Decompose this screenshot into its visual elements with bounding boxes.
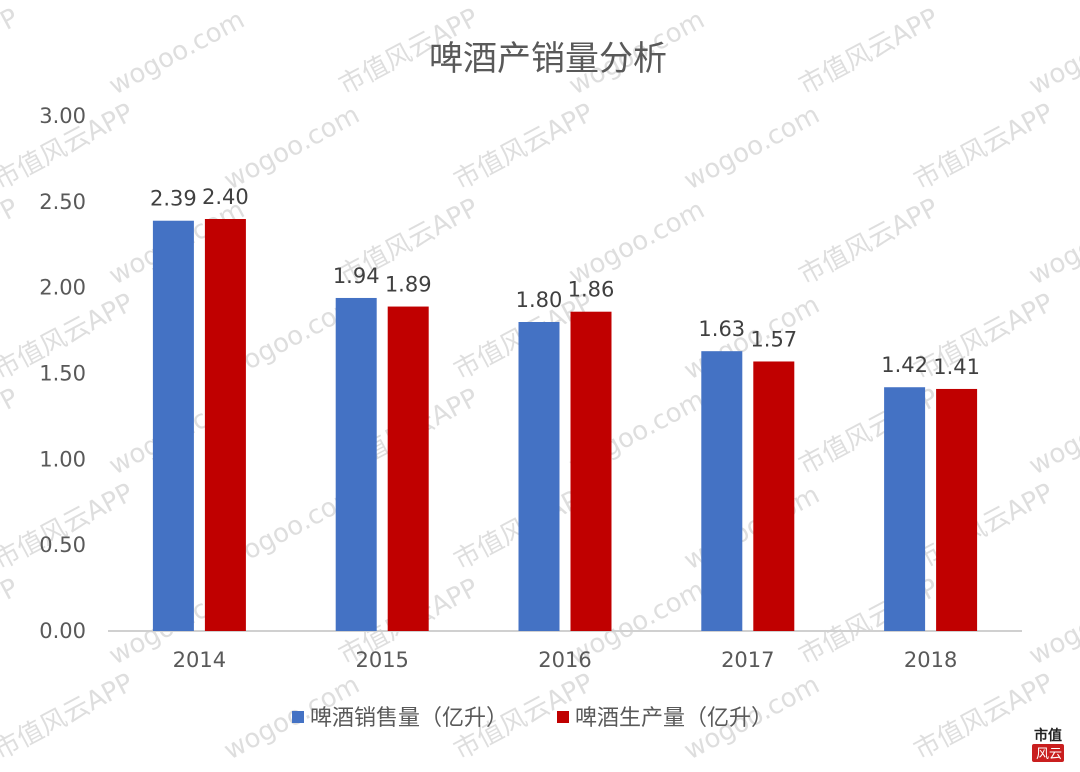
legend-label: 啤酒销售量（亿升）: [310, 706, 508, 731]
y-tick-label: 1.00: [39, 447, 86, 471]
watermark-text: wogoo.com: [679, 100, 824, 196]
watermark-text: 市值风云APP: [0, 668, 139, 766]
watermark-text: wogoo.com: [1024, 385, 1080, 481]
bar: [335, 297, 377, 631]
watermark-text: 市值风云APP: [449, 98, 598, 196]
x-axis: 2014 2015 2016 2017 2018: [108, 630, 1022, 672]
x-tick-label: 2016: [538, 648, 591, 672]
bar: [884, 387, 926, 631]
watermark-text: wogoo.com: [679, 480, 824, 576]
corner-logo-badge: [1032, 744, 1064, 762]
watermark-text: 市值风云APP: [794, 3, 943, 101]
data-label: 2.39: [150, 187, 197, 211]
y-tick-label: 1.50: [39, 362, 86, 386]
watermark-text: 市值风云APP: [909, 98, 1058, 196]
bar: [204, 219, 246, 631]
watermark-text: wogoo.com: [679, 0, 824, 6]
legend: 啤酒销售量（亿升） 啤酒生产量（亿升）: [292, 706, 773, 731]
y-tick-label: 3.00: [39, 104, 86, 128]
watermark-text: wogoo.com: [219, 100, 364, 196]
y-tick-label: 0.50: [39, 533, 86, 557]
y-axis: 0.00 0.50 1.00 1.50 2.00 2.50 3.00: [39, 104, 86, 643]
x-tick-label: 2018: [904, 648, 957, 672]
watermark-text: 市值风云APP: [794, 193, 943, 291]
data-label: 1.86: [568, 278, 615, 302]
bars: [152, 219, 978, 631]
watermark-text: 市值风云APP: [0, 193, 24, 291]
x-tick-label: 2017: [721, 648, 774, 672]
watermark-text: wogoo.com: [1024, 195, 1080, 291]
data-label: 1.89: [385, 273, 432, 297]
watermark-text: 市值风云APP: [449, 0, 598, 6]
watermark-text: 市值风云APP: [0, 478, 139, 576]
value-labels: 2.39 1.94 1.80 1.63 1.42 2.40 1.89 1.86 1.57 1.41: [150, 185, 980, 379]
watermark-text: 市值风云APP: [0, 3, 24, 101]
chart-title: 啤酒产销量分析: [429, 39, 667, 79]
watermark-text: 市值风云APP: [0, 0, 139, 6]
x-tick-label: 2015: [355, 648, 408, 672]
data-label: 1.42: [881, 353, 928, 377]
data-label: 2.40: [202, 185, 249, 209]
watermark-text: wogoo.com: [104, 5, 249, 101]
bar: [753, 361, 795, 631]
watermark-text: wogoo.com: [1024, 575, 1080, 671]
legend-label: 啤酒生产量（亿升）: [575, 706, 773, 731]
watermark-text: 市值风云APP: [0, 383, 24, 481]
watermark-text: 市值风云APP: [909, 478, 1058, 576]
corner-logo-badge-text: 风云: [1036, 747, 1062, 762]
data-label: 1.80: [516, 288, 563, 312]
y-tick-label: 2.50: [39, 190, 86, 214]
data-label: 1.63: [698, 317, 745, 341]
bar: [570, 311, 612, 631]
x-tick-label: 2014: [173, 648, 226, 672]
data-label: 1.94: [333, 264, 380, 288]
watermark-text: wogoo.com: [1024, 5, 1080, 101]
watermark-text: 市值风云APP: [909, 0, 1058, 6]
bar: [701, 351, 743, 631]
bar: [387, 306, 429, 631]
watermark-text: 市值风云APP: [0, 573, 24, 671]
watermark-text: 市值风云APP: [909, 288, 1058, 386]
legend-swatch: [292, 711, 304, 723]
bar: [936, 388, 978, 631]
y-tick-label: 0.00: [39, 619, 86, 643]
corner-logo: 市值风云: [1032, 727, 1064, 762]
legend-swatch: [557, 711, 569, 723]
bar: [152, 220, 194, 631]
corner-logo-text: 市值: [1034, 727, 1062, 744]
bar: [518, 322, 560, 631]
data-label: 1.41: [933, 355, 980, 379]
y-tick-label: 2.00: [39, 276, 86, 300]
watermark-text: wogoo.com: [219, 0, 364, 6]
data-label: 1.57: [750, 327, 797, 351]
